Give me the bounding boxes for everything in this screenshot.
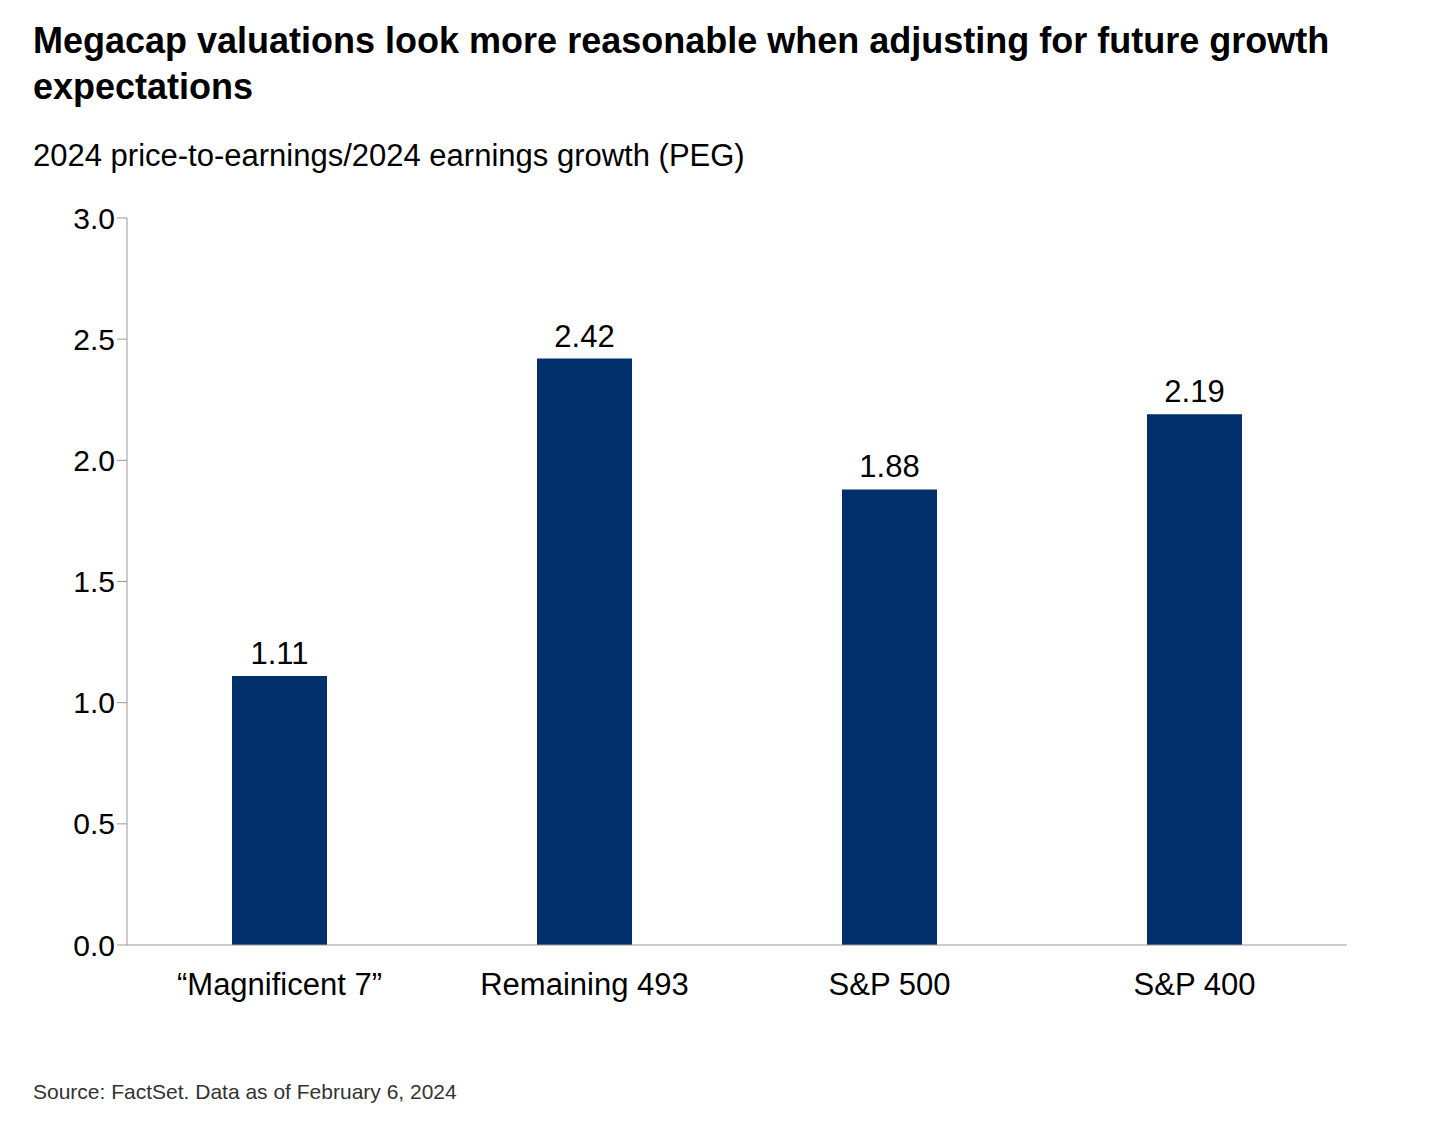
svg-text:2.5: 2.5 bbox=[73, 323, 115, 356]
svg-text:1.5: 1.5 bbox=[73, 565, 115, 598]
svg-text:S&P 500: S&P 500 bbox=[829, 967, 951, 1002]
svg-text:“Magnificent 7”: “Magnificent 7” bbox=[177, 967, 382, 1002]
svg-text:1.11: 1.11 bbox=[250, 636, 308, 671]
svg-text:2.19: 2.19 bbox=[1164, 374, 1224, 409]
svg-text:2.0: 2.0 bbox=[73, 444, 115, 477]
html-text:Megacap valuations look more r: Megacap valuations look more reasonable … bbox=[33, 20, 1330, 107]
svg-text:0.0: 0.0 bbox=[73, 929, 115, 962]
svg-text:1.88: 1.88 bbox=[859, 449, 919, 484]
svg-text:S&P 400: S&P 400 bbox=[1134, 967, 1256, 1002]
html-text:2024 price-to-earnings/2024 ea: 2024 price-to-earnings/2024 earnings gro… bbox=[33, 138, 745, 173]
html-text:Source: FactSet. Data as of Fe: Source: FactSet. Data as of February 6, … bbox=[33, 1080, 457, 1103]
svg-text:0.5: 0.5 bbox=[73, 807, 115, 840]
svg-text:2.42: 2.42 bbox=[554, 319, 614, 354]
svg-text:1.0: 1.0 bbox=[73, 686, 115, 719]
svg-text:3.0: 3.0 bbox=[73, 202, 115, 235]
svg-text:Remaining 493: Remaining 493 bbox=[480, 967, 689, 1002]
